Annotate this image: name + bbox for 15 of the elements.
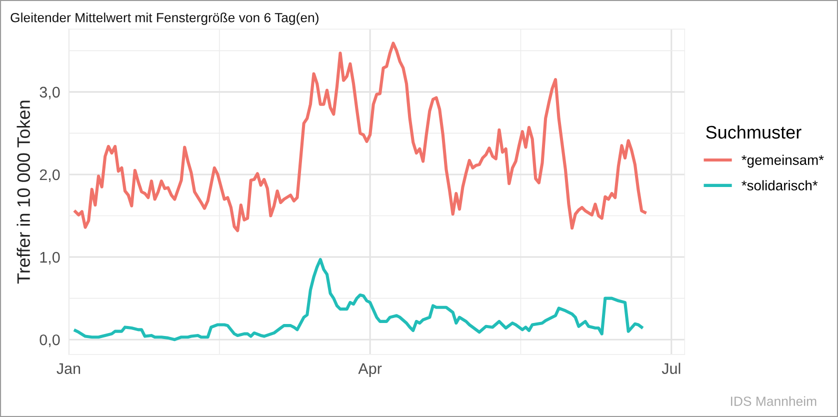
line-series: [74, 42, 646, 232]
legend-title: Suchmuster: [706, 125, 802, 139]
legend-label: *solidarisch*: [742, 180, 818, 190]
x-tick-label: Jul: [662, 362, 680, 374]
x-tick-label: Jan: [56, 363, 80, 374]
y-tick-label: 3,0: [40, 86, 60, 100]
text: IDS Mannheim: [731, 396, 816, 406]
y-tick-label: 2,0: [40, 169, 60, 182]
chart-title: Gleitender Mittelwert mit Fenstergröße von 6 Tag(en): [10, 12, 318, 25]
y-axis-title: Treffer in 10 000 Token: [16, 100, 30, 284]
y-tick-label: 1,0: [40, 252, 60, 265]
x-tick-label: Apr: [358, 363, 382, 378]
legend-label: *gemeinsam*: [742, 154, 824, 168]
y-tick-label: 0,0: [40, 334, 60, 348]
line-series: [74, 258, 644, 342]
